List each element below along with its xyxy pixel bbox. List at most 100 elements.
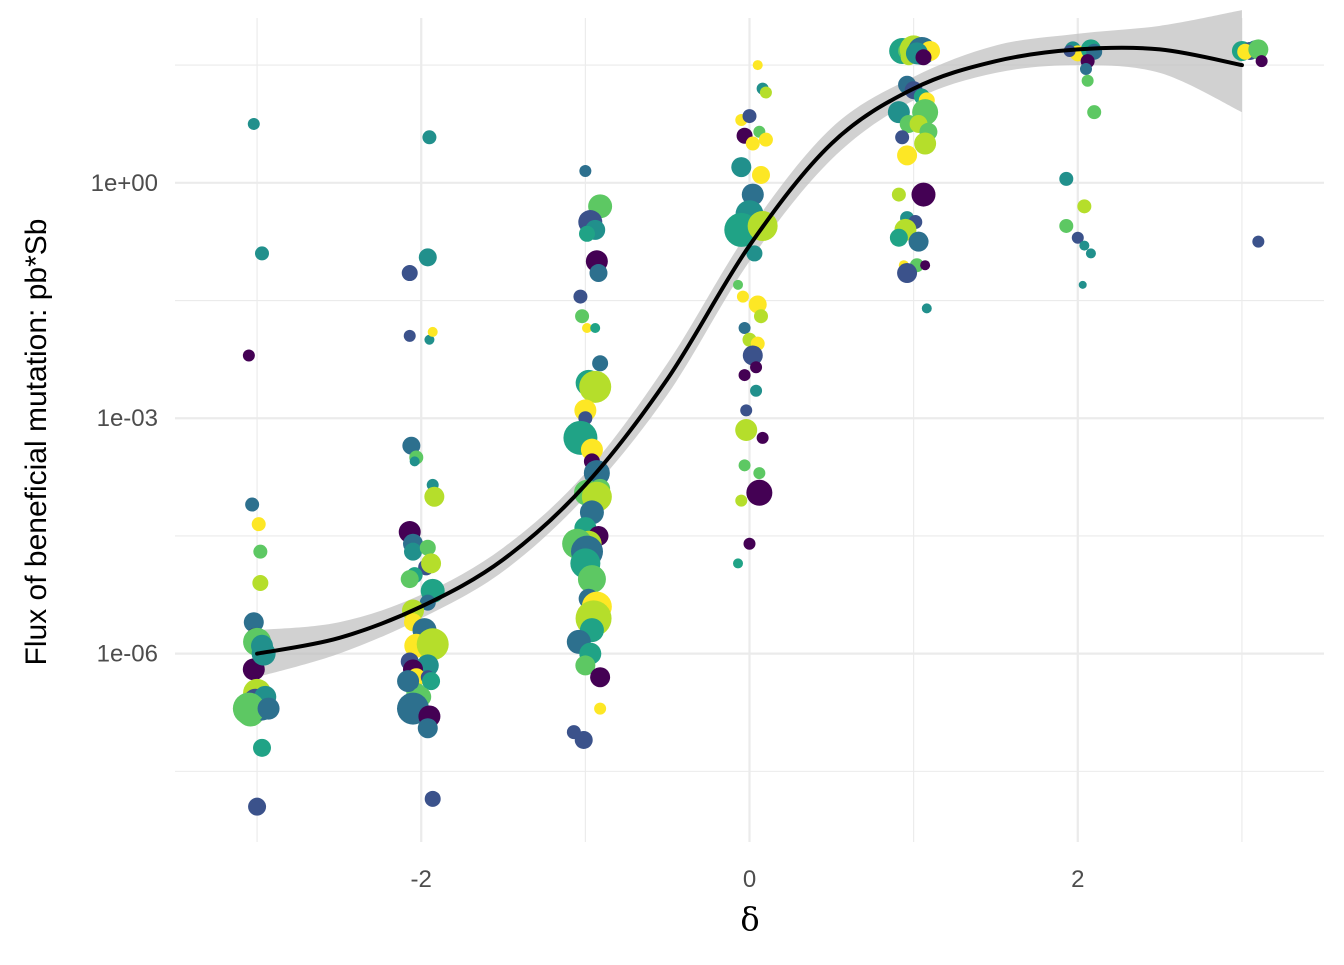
- data-point: [742, 345, 763, 366]
- data-point: [427, 326, 438, 337]
- data-point: [1079, 240, 1090, 251]
- data-point: [895, 130, 910, 145]
- data-point: [397, 670, 420, 693]
- data-point: [1081, 74, 1094, 87]
- data-point: [247, 117, 260, 130]
- data-point: [1059, 218, 1074, 233]
- data-point: [911, 182, 936, 207]
- data-point: [1248, 39, 1269, 60]
- data-point: [579, 370, 612, 403]
- data-point: [424, 790, 441, 807]
- data-point: [1077, 199, 1092, 214]
- data-point: [1255, 55, 1268, 68]
- data-point: [575, 309, 590, 324]
- data-point: [740, 404, 753, 417]
- data-point: [419, 539, 436, 556]
- data-point: [418, 248, 437, 267]
- x-axis-title: δ: [740, 900, 759, 938]
- data-point: [746, 479, 773, 506]
- data-point: [738, 459, 751, 472]
- data-points-layer: [232, 35, 1269, 816]
- data-point: [759, 86, 772, 99]
- data-point: [745, 136, 760, 151]
- data-point: [752, 60, 763, 71]
- data-point: [404, 542, 423, 561]
- data-point: [416, 628, 449, 661]
- data-point: [400, 570, 419, 589]
- data-point: [257, 697, 280, 720]
- data-point: [908, 231, 929, 252]
- data-point: [573, 289, 588, 304]
- x-tick-label: 2: [1071, 866, 1084, 893]
- data-point: [743, 537, 756, 550]
- data-point: [243, 612, 264, 633]
- data-point: [422, 672, 441, 691]
- x-tick-label: 0: [743, 866, 756, 893]
- data-point: [756, 431, 769, 444]
- data-point: [252, 575, 269, 592]
- data-point: [753, 467, 766, 480]
- data-point: [579, 165, 592, 178]
- data-point: [232, 692, 265, 725]
- smooth-curve-layer: [255, 45, 1244, 656]
- data-point: [424, 334, 435, 345]
- smooth-curve: [255, 45, 1244, 656]
- tick-labels-layer: -2 0 2 1e-06 1e-03 1e+00: [91, 170, 1085, 893]
- data-point: [731, 157, 752, 178]
- data-point: [891, 187, 906, 202]
- data-point: [897, 263, 918, 284]
- data-point: [897, 145, 918, 166]
- data-point: [1059, 171, 1074, 186]
- data-point: [402, 436, 421, 455]
- data-point: [253, 544, 268, 559]
- y-tick-label: 1e-03: [97, 405, 158, 432]
- data-point: [574, 730, 593, 749]
- data-point: [1252, 235, 1265, 248]
- y-tick-label: 1e+00: [91, 170, 158, 197]
- x-tick-label: -2: [411, 866, 432, 893]
- data-point: [915, 49, 932, 66]
- data-point: [1078, 280, 1087, 289]
- grid-major: [175, 18, 1324, 842]
- data-point: [746, 245, 763, 262]
- data-point: [750, 361, 763, 374]
- data-point: [735, 419, 758, 441]
- data-point: [736, 290, 749, 303]
- data-point: [417, 718, 438, 739]
- data-point: [753, 309, 768, 324]
- data-point: [242, 349, 255, 362]
- data-point: [758, 132, 773, 147]
- data-point: [1071, 231, 1084, 244]
- data-point: [424, 486, 445, 507]
- data-point: [733, 558, 744, 569]
- data-point: [581, 322, 592, 333]
- data-point: [580, 438, 603, 461]
- data-point: [921, 303, 932, 314]
- data-point: [589, 264, 608, 283]
- y-tick-label: 1e-06: [97, 641, 158, 668]
- data-point: [251, 517, 266, 532]
- data-point: [590, 322, 601, 333]
- data-point: [914, 132, 937, 155]
- data-point: [422, 130, 437, 145]
- data-point: [252, 738, 271, 757]
- data-point: [889, 228, 908, 247]
- data-point: [575, 655, 596, 676]
- data-point: [1079, 63, 1092, 76]
- data-point: [594, 702, 607, 715]
- data-point: [741, 183, 764, 206]
- data-point: [748, 295, 767, 314]
- data-point: [733, 279, 744, 290]
- y-axis-title: Flux of beneficial mutation: pb*Sb: [20, 219, 53, 666]
- data-point: [592, 355, 609, 372]
- data-point: [1087, 105, 1102, 120]
- data-point: [254, 246, 269, 261]
- data-point: [578, 225, 595, 242]
- data-point: [735, 494, 748, 507]
- data-point: [742, 109, 757, 124]
- data-point: [421, 553, 442, 574]
- data-point: [403, 329, 416, 342]
- data-point: [409, 456, 420, 467]
